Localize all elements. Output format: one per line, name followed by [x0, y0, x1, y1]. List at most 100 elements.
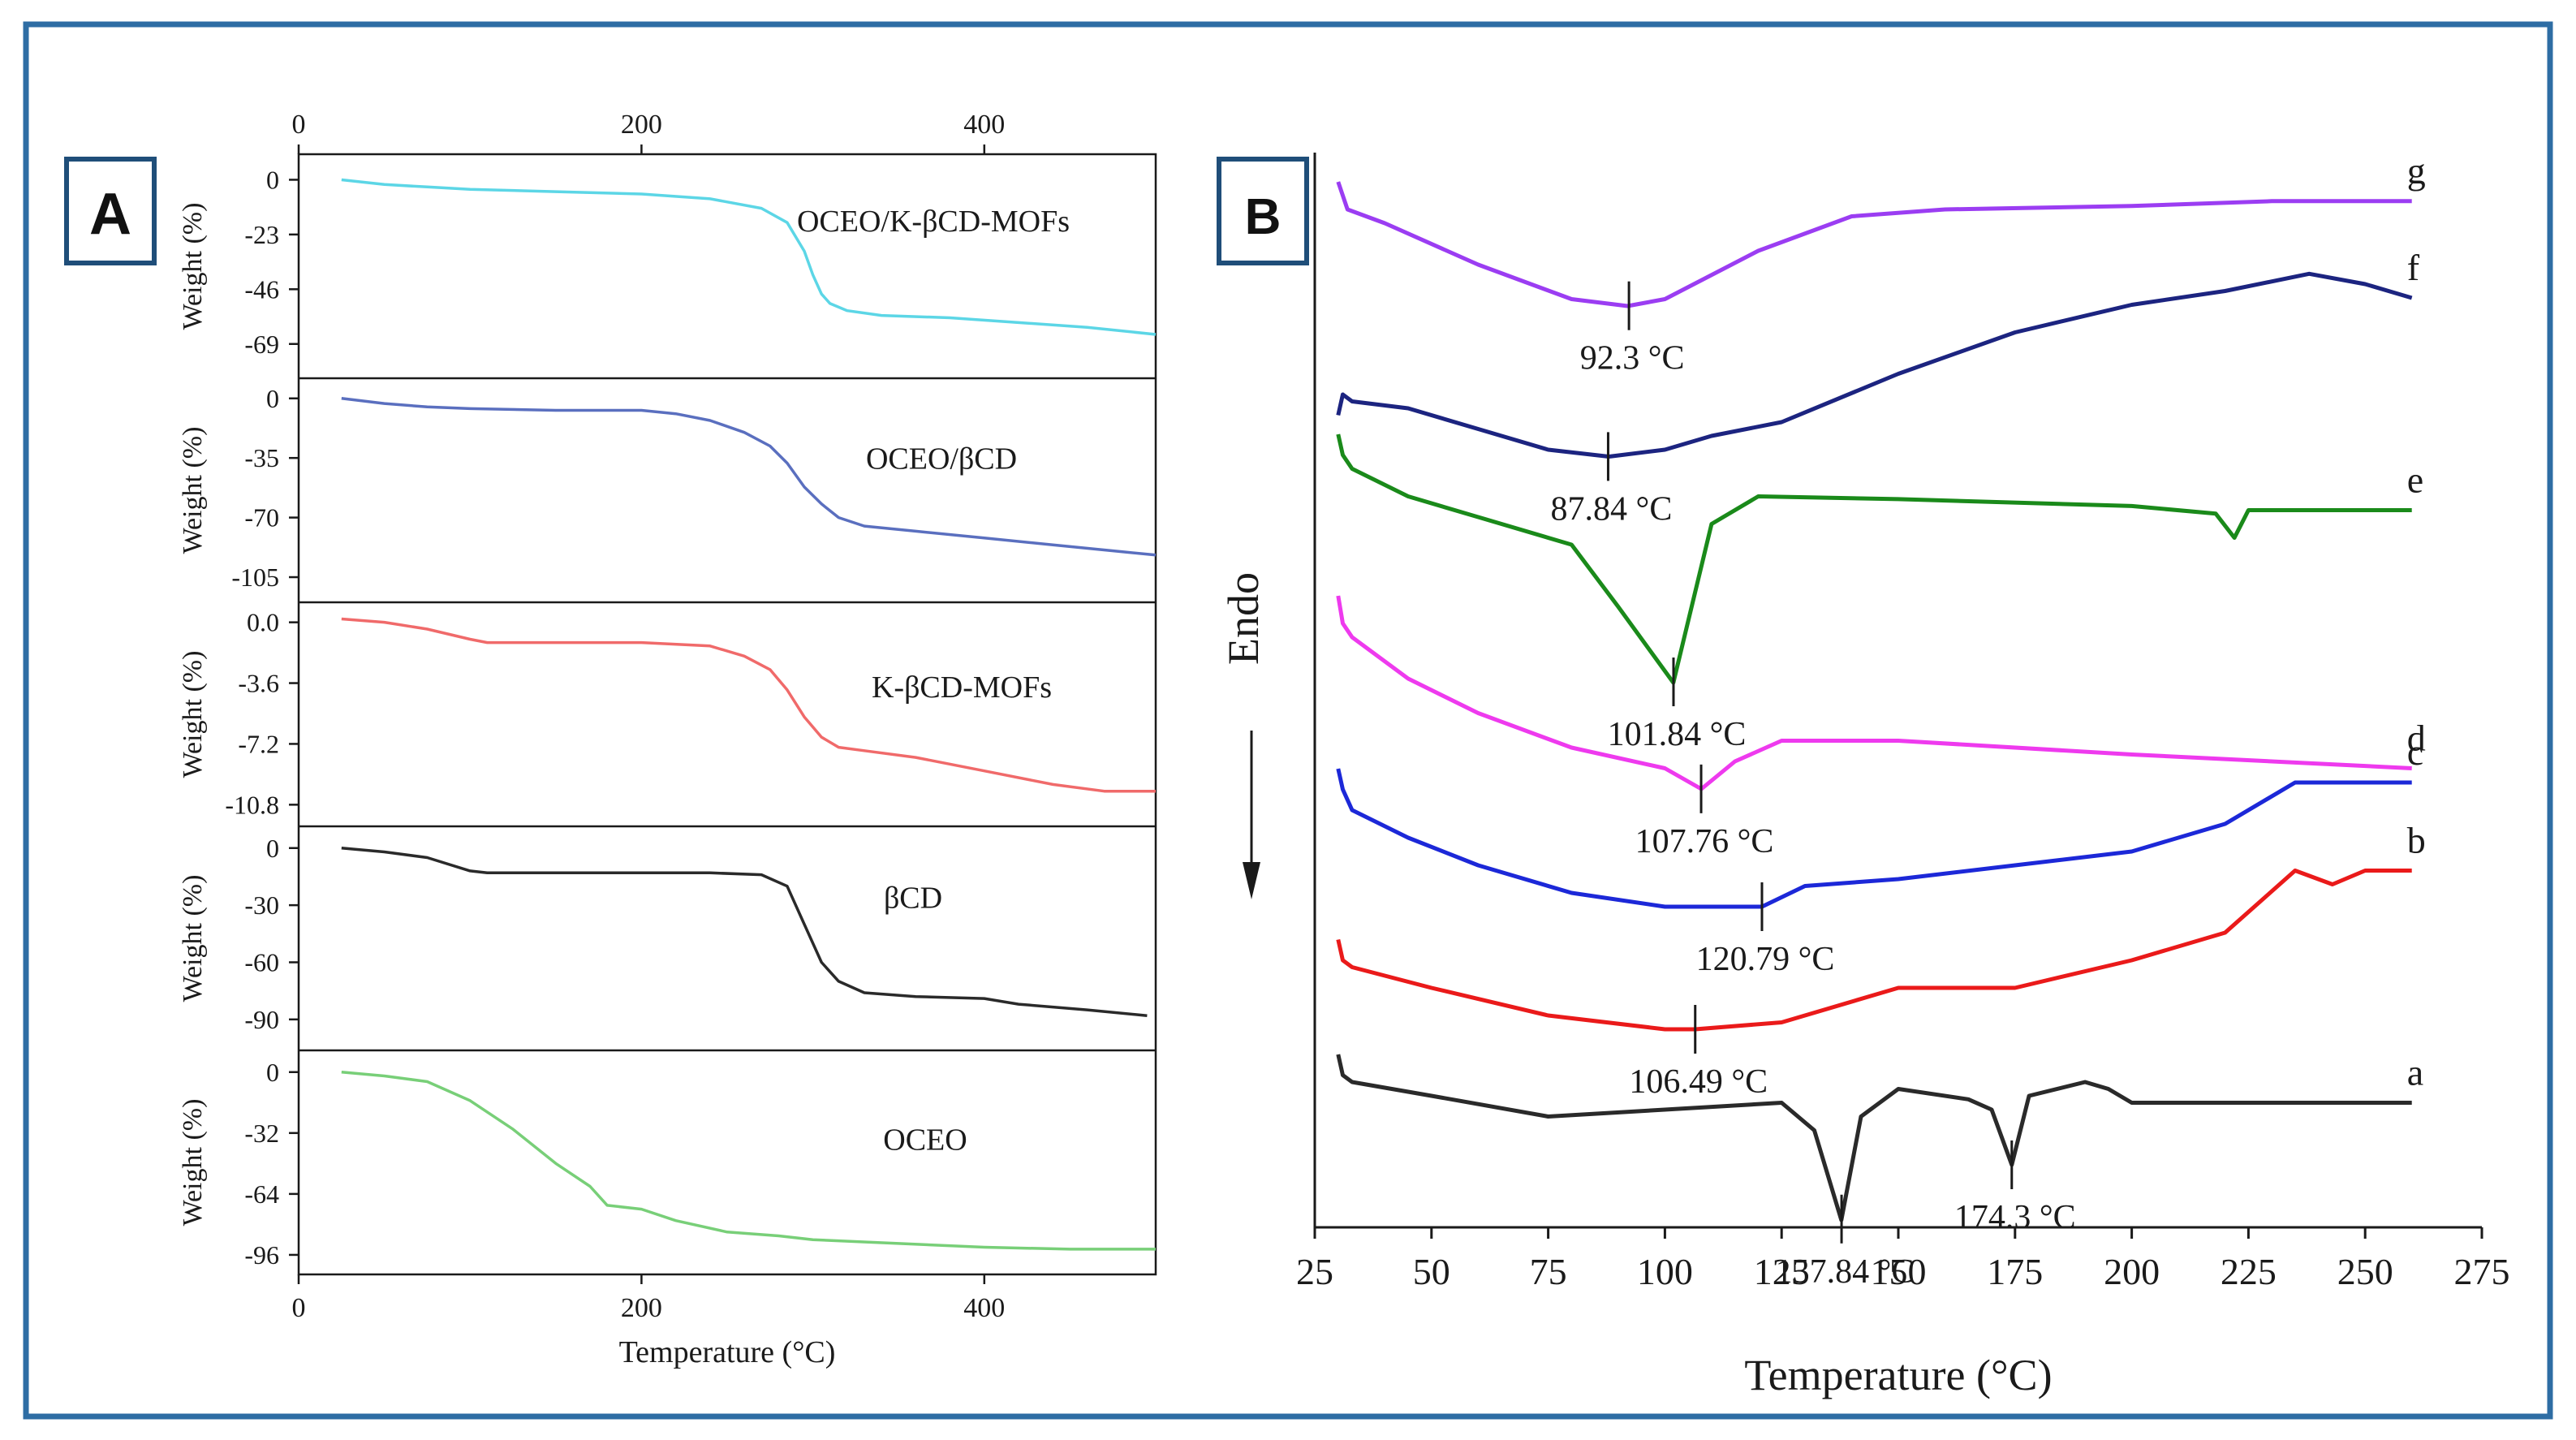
dsc-curve-label-f: f [2407, 247, 2420, 288]
tga-y-axis-title: Weight (%) [178, 1099, 208, 1227]
tga-curve-oceo [341, 1071, 1156, 1251]
tga-axes-frame [297, 153, 1157, 1276]
tga-legend-k-betacd-mofs: K-βCD-MOFs [872, 670, 1052, 705]
dsc-annotation-text: 137.84 °C [1776, 1253, 1915, 1291]
tga-curve-betacd [341, 847, 1148, 1017]
tga-y-tick-label: -32 [244, 1119, 279, 1148]
tga-subplot-betacd: 0 -30 -60 -90 Weight (%) βCD [178, 825, 1156, 1034]
dsc-curve-label-e: e [2407, 459, 2423, 501]
dsc-x-tick-label-75: 75 [1530, 1251, 1567, 1292]
dsc-curve-label-b: b [2407, 820, 2426, 861]
panel-b-label: B [1245, 189, 1282, 245]
dsc-endo-label: Endo [1219, 572, 1268, 665]
tga-legend-oceo-k-betacd-mofs: OCEO/K-βCD-MOFs [797, 205, 1070, 239]
dsc-annotation-174-3-c: 174.3 °C [1954, 1140, 2076, 1236]
dsc-x-tick-label-125: 125 [1754, 1251, 1810, 1292]
dsc-annotation-101-84-c: 101.84 °C [1608, 657, 1747, 753]
tga-bottom-tick-label-0: 0 [292, 1293, 306, 1323]
tga-bottom-tick-label-200: 200 [621, 1293, 662, 1323]
tga-y-tick-label: -64 [244, 1179, 279, 1209]
tga-y-tick-label: -23 [244, 220, 279, 249]
dsc-curve-b [1336, 869, 2412, 1032]
tga-y-tick-label: -7.2 [238, 729, 279, 758]
tga-y-axis-title: Weight (%) [178, 203, 208, 330]
tga-y-tick-label: -96 [244, 1240, 279, 1270]
panel-a-badge: A [64, 157, 157, 265]
dsc-curve-label-a: a [2407, 1052, 2423, 1093]
tga-legend-oceo-betacd: OCEO/βCD [866, 442, 1017, 476]
dsc-annotation-text: 87.84 °C [1551, 490, 1673, 528]
dsc-series-b: b [1336, 820, 2426, 1032]
dsc-annotation-text: 120.79 °C [1696, 941, 1835, 978]
dsc-series-d: d [1336, 595, 2426, 791]
dsc-annotation-106-49-c: 106.49 °C [1629, 1005, 1768, 1101]
tga-y-tick-label: 0.0 [247, 608, 279, 637]
tga-y-axis-title: Weight (%) [178, 651, 208, 778]
dsc-curve-label-d: d [2407, 718, 2426, 759]
dsc-x-tick-label-225: 225 [2221, 1251, 2277, 1292]
panel-b-dsc: 25 50 75 100 125 150 175 200 225 250 275 Temperatur… [1219, 150, 2510, 1399]
tga-y-tick-label: -10.8 [225, 790, 279, 819]
tga-subplot-oceo: 0 -32 -64 -96 Weight (%) OCEO [178, 1049, 1156, 1270]
dsc-x-tick-label-200: 200 [2104, 1251, 2160, 1292]
dsc-annotation-text: 92.3 °C [1580, 340, 1685, 377]
tga-y-tick-label: -70 [244, 503, 279, 532]
dsc-x-tick-label-25: 25 [1296, 1251, 1333, 1292]
dsc-curve-a [1336, 1054, 2412, 1222]
dsc-annotation-87-84-c: 87.84 °C [1551, 432, 1673, 528]
dsc-curve-label-g: g [2407, 150, 2426, 192]
tga-top-tick-label-400: 400 [963, 110, 1005, 140]
tga-y-tick-label: 0 [266, 165, 279, 194]
tga-y-axis-title: Weight (%) [178, 875, 208, 1002]
tga-y-tick-label: -35 [244, 443, 279, 472]
dsc-x-tick-label-100: 100 [1637, 1251, 1693, 1292]
dsc-curve-f [1336, 271, 2413, 459]
tga-subplot-oceo-k-betacd-mofs: 0 -23 -46 -69 Weight (%) OCEO/K-βCD-MOFs [178, 165, 1157, 359]
dsc-annotation-text: 101.84 °C [1608, 716, 1747, 753]
tga-y-tick-label: 0 [266, 1058, 279, 1087]
dsc-annotation-text: 106.49 °C [1629, 1063, 1768, 1101]
tga-bottom-tick-label-400: 400 [963, 1293, 1005, 1323]
panel-b-badge: B [1217, 157, 1309, 265]
dsc-annotation-120-79-c: 120.79 °C [1696, 882, 1835, 978]
dsc-annotation-92-3-c: 92.3 °C [1580, 281, 1685, 377]
dsc-annotation-137-84-c: 137.84 °C [1776, 1194, 1915, 1291]
dsc-endo-arrow-head [1243, 862, 1260, 899]
dsc-x-tick-label-150: 150 [1871, 1251, 1927, 1292]
tga-y-tick-label: -90 [244, 1005, 279, 1034]
dsc-curve-d [1336, 595, 2412, 791]
dsc-annotation-text: 174.3 °C [1954, 1199, 2076, 1236]
dsc-x-axis-title: Temperature (°C) [1744, 1351, 2052, 1399]
tga-curve-oceo-betacd [341, 397, 1157, 557]
tga-subplot-k-betacd-mofs: 0.0 -3.6 -7.2 -10.8 Weight (%) K-βCD-MOFs [178, 601, 1156, 819]
tga-top-tick-label-0: 0 [292, 110, 306, 140]
tga-y-tick-label: -105 [231, 563, 279, 592]
tga-curve-k-betacd-mofs [341, 617, 1156, 793]
tga-y-tick-label: -46 [244, 274, 279, 304]
tga-subplot-oceo-betacd: 0 -35 -70 -105 Weight (%) OCEO/βCD [178, 377, 1157, 592]
dsc-x-tick-label-250: 250 [2337, 1251, 2393, 1292]
tga-legend-betacd: βCD [884, 881, 942, 915]
dsc-annotation-text: 107.76 °C [1635, 823, 1774, 860]
tga-y-axis-title: Weight (%) [178, 427, 208, 554]
dsc-series-a: a [1336, 1052, 2423, 1222]
panel-a-label: A [89, 182, 131, 247]
tga-y-tick-label: -69 [244, 330, 279, 359]
tga-y-tick-label: -60 [244, 947, 279, 977]
tga-y-tick-label: 0 [266, 834, 279, 863]
tga-legend-oceo: OCEO [883, 1123, 967, 1157]
dsc-series-f: f [1336, 247, 2420, 459]
tga-y-tick-label: -3.6 [238, 669, 279, 698]
tga-y-tick-label: 0 [266, 384, 279, 413]
dsc-series-g: g [1336, 150, 2426, 308]
tga-y-tick-label: -30 [244, 890, 279, 920]
dsc-annotation-107-76-c: 107.76 °C [1635, 764, 1774, 860]
dsc-x-tick-label-50: 50 [1413, 1251, 1450, 1292]
dsc-curve-e [1336, 433, 2412, 685]
dsc-x-tick-label-175: 175 [1987, 1251, 2043, 1292]
dsc-series-e: e [1336, 433, 2423, 685]
tga-top-tick-label-200: 200 [621, 110, 662, 140]
tga-x-axis-title: Temperature (°C) [619, 1335, 836, 1369]
